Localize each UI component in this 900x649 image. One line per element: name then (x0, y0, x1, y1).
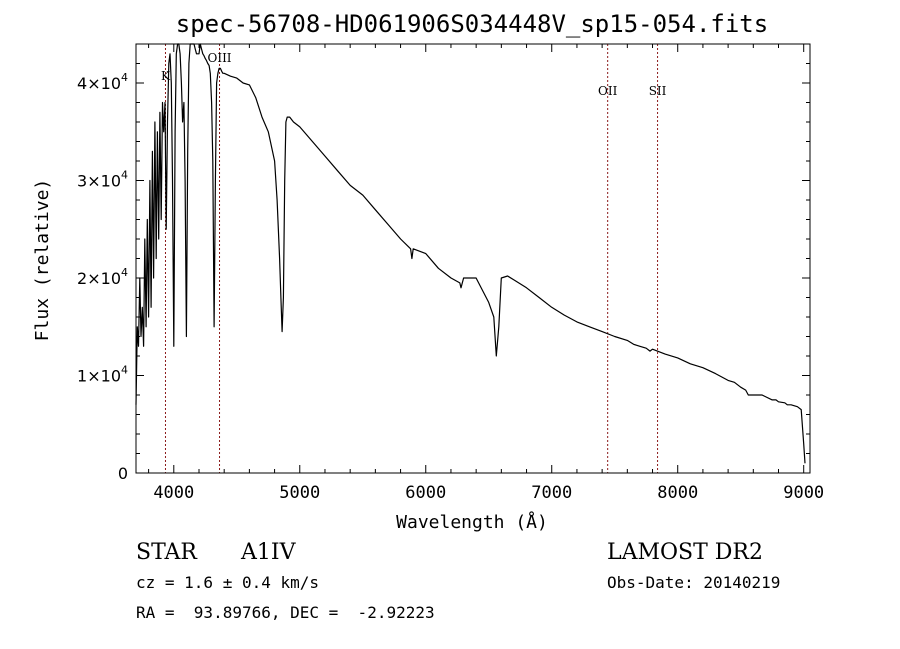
spectrum-line (135, 43, 806, 464)
line-marker-label: OII (598, 84, 618, 98)
spectrum-series (135, 43, 806, 464)
x-axis-label: Wavelength (Å) (396, 511, 548, 533)
redshift-readout: cz = 1.6 ± 0.4 km/s (136, 573, 320, 592)
x-tick-label: 8000 (657, 483, 698, 503)
y-tick-label: 0 (118, 464, 128, 483)
y-axis-label: Flux (relative) (32, 179, 53, 342)
emission-line-markers: K OIII OII SII (161, 44, 667, 473)
line-marker-label: K (161, 69, 171, 83)
y-axis: 0 1×104 2×104 3×104 4×104 (77, 63, 810, 483)
object-type: STAR (136, 540, 197, 565)
y-tick-label: 3×104 (77, 169, 128, 191)
y-tick-label: 4×104 (77, 71, 128, 93)
plot-frame (135, 43, 811, 474)
x-tick-label: 5000 (279, 483, 320, 503)
y-tick-label: 2×104 (77, 266, 128, 288)
x-axis: 4000 5000 6000 7000 8000 9000 (148, 44, 824, 503)
line-marker-label: SII (649, 84, 667, 98)
x-tick-label: 4000 (153, 483, 194, 503)
observation-date: Obs-Date: 20140219 (607, 573, 781, 592)
x-tick-label: 6000 (405, 483, 446, 503)
line-marker-label: OIII (207, 51, 231, 65)
x-tick-label: 9000 (783, 483, 824, 503)
y-tick-label: 1×104 (77, 364, 128, 386)
object-subclass: A1IV (241, 540, 296, 565)
survey-name: LAMOST DR2 (607, 540, 763, 565)
x-tick-label: 7000 (531, 483, 572, 503)
coordinates-readout: RA = 93.89766, DEC = -2.92223 (136, 603, 435, 622)
chart-title: spec-56708-HD061906S034448V_sp15-054.fit… (176, 10, 768, 38)
